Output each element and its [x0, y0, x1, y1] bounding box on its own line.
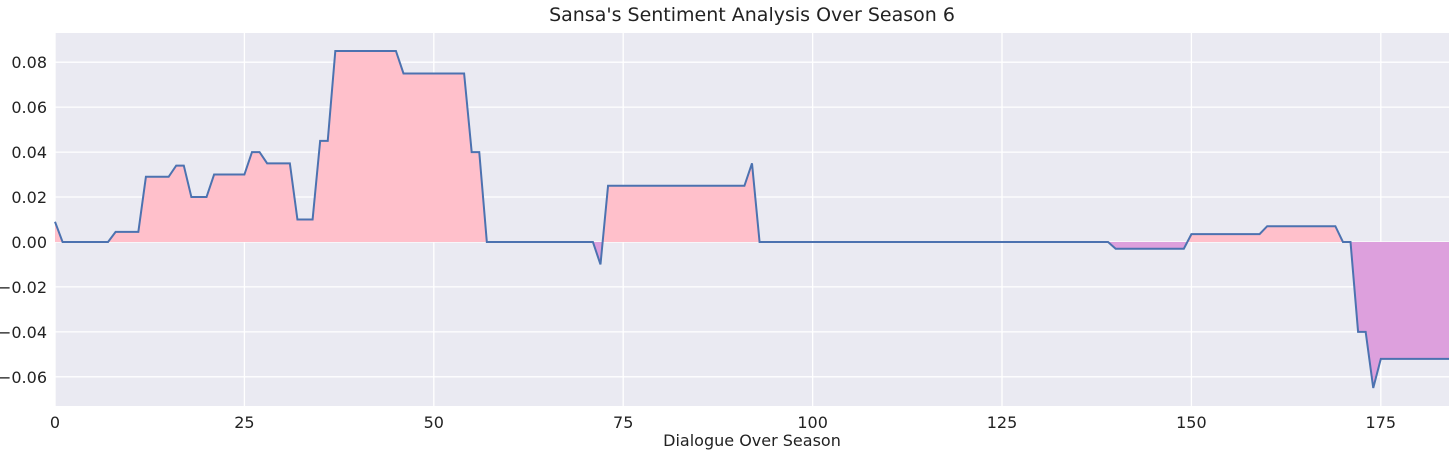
y-tick-label: −0.02: [0, 278, 47, 297]
x-tick-label: 125: [987, 413, 1018, 432]
x-tick-label: 0: [50, 413, 60, 432]
y-tick-labels: −0.06 −0.04 −0.02 0.00 0.02 0.04 0.06 0.08: [0, 53, 47, 387]
x-tick-label: 25: [234, 413, 254, 432]
y-tick-label: 0.06: [11, 98, 47, 117]
x-tick-label: 100: [797, 413, 828, 432]
y-tick-label: −0.06: [0, 368, 47, 387]
y-tick-label: 0.02: [11, 188, 47, 207]
x-tick-label: 150: [1176, 413, 1207, 432]
x-tick-label: 175: [1366, 413, 1397, 432]
y-tick-label: 0.00: [11, 233, 47, 252]
x-axis-label: Dialogue Over Season: [663, 431, 841, 450]
x-tick-label: 50: [424, 413, 444, 432]
chart-title: Sansa's Sentiment Analysis Over Season 6: [549, 4, 955, 26]
sentiment-line: [54, 49, 1449, 389]
y-tick-label: 0.04: [11, 143, 47, 162]
positive-area: [55, 50, 1449, 242]
area-fills: [55, 50, 1449, 389]
x-tick-labels: 0 25 50 75 100 125 150 175: [50, 413, 1396, 432]
y-tick-label: −0.04: [0, 323, 47, 342]
y-tick-label: 0.08: [11, 53, 47, 72]
x-tick-label: 75: [613, 413, 633, 432]
